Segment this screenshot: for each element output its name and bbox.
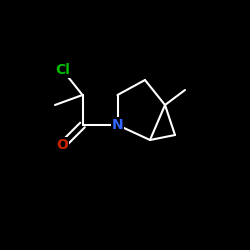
Text: O: O xyxy=(56,138,68,152)
Text: N: N xyxy=(112,118,123,132)
Text: Cl: Cl xyxy=(55,63,70,77)
